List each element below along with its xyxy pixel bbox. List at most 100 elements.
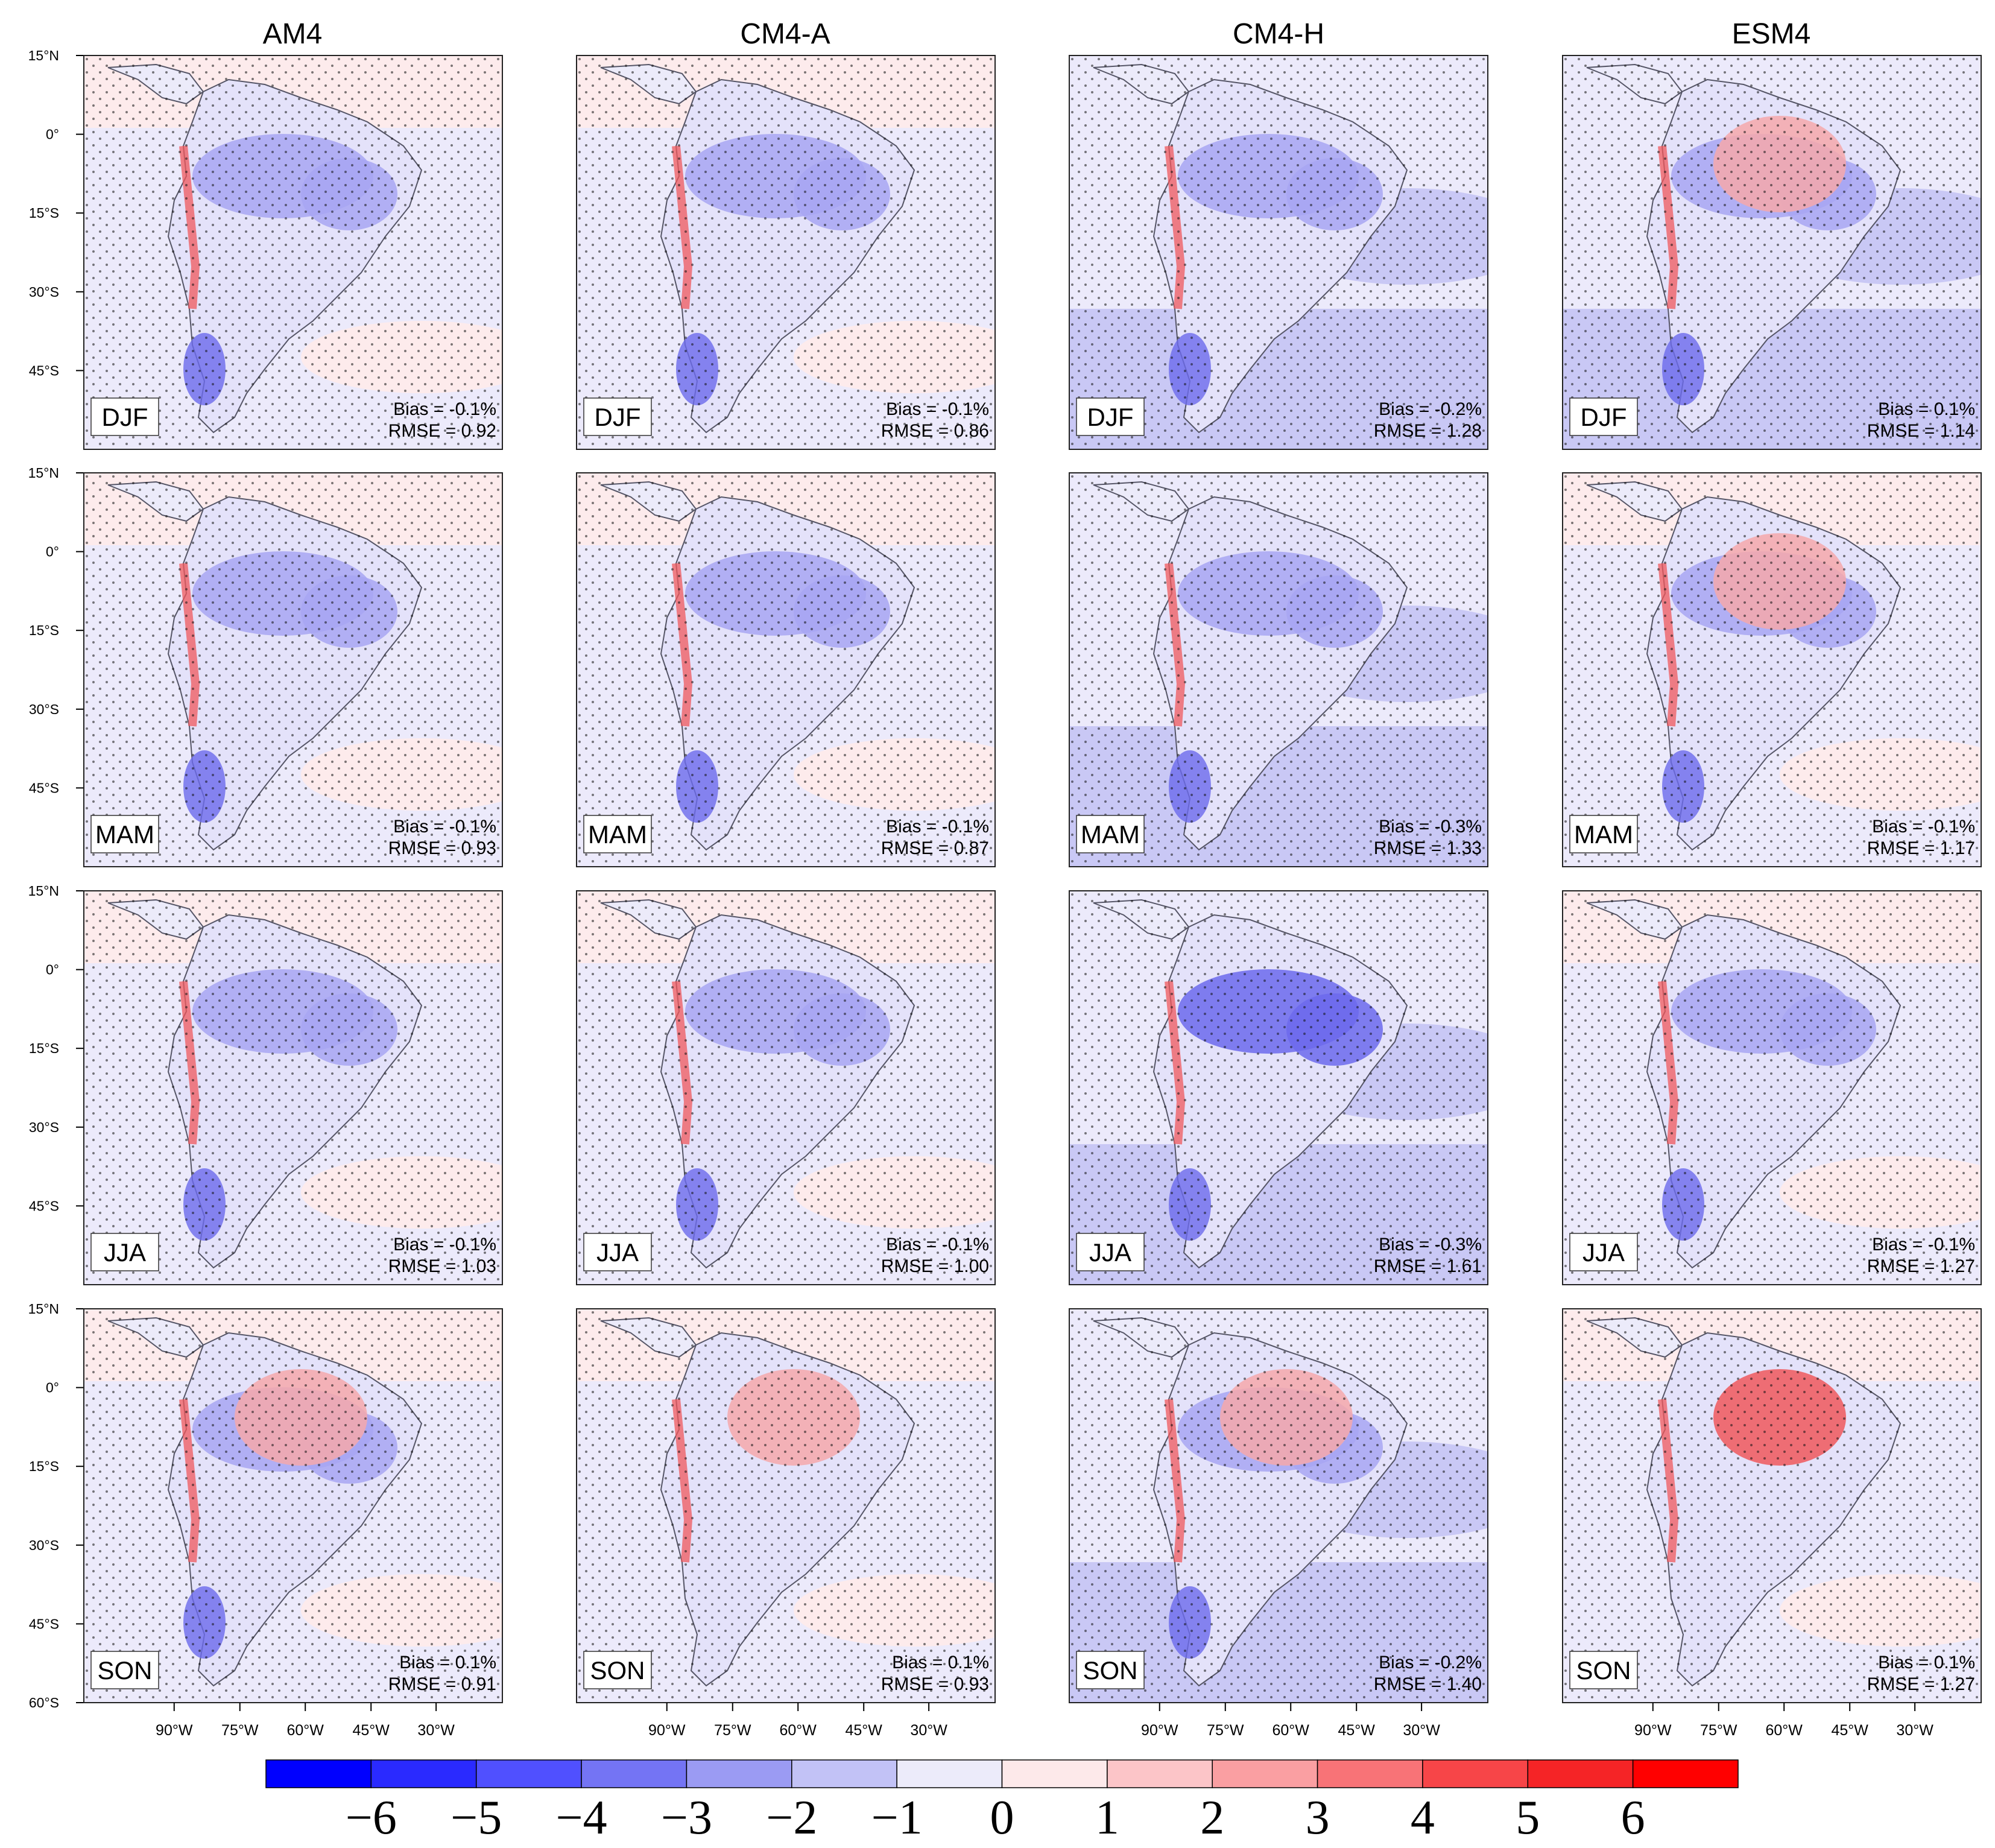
panel-map	[577, 891, 995, 1285]
season-label: JJA	[1089, 1238, 1131, 1267]
bias-stat: Bias = 0.1%	[399, 1653, 496, 1672]
season-label-box	[1569, 1651, 1638, 1689]
colorbar-labels: −6 −5 −4 −3 −2 −1 0 1 2 3 4 5 6	[346, 1791, 1645, 1844]
colorbar-box	[1001, 1759, 1108, 1788]
panel-map	[577, 1309, 995, 1703]
panel-frame	[1562, 472, 1982, 867]
bias-stat: Bias = -0.1%	[1872, 1235, 1975, 1255]
rmse-stat: RMSE = 0.92	[388, 421, 496, 441]
significance-stipple	[84, 473, 502, 867]
season-label-box	[1076, 1233, 1145, 1271]
season-label: JJA	[1582, 1238, 1625, 1267]
panel-map	[577, 55, 995, 449]
season-label-box	[1076, 397, 1145, 436]
lon-tick-label: 30°W	[910, 1722, 947, 1739]
panel-r3-c0: SON Bias = 0.1% RMSE = 0.91	[83, 1308, 503, 1703]
lon-tick-label: 30°W	[1896, 1722, 1933, 1739]
bias-stat: Bias = -0.3%	[1379, 817, 1482, 837]
significance-stipple	[84, 1309, 502, 1703]
panel-frame	[1562, 890, 1982, 1285]
lon-tick-label: 30°W	[417, 1722, 455, 1739]
season-label-box	[583, 1233, 652, 1271]
rmse-stat: RMSE = 1.27	[1867, 1256, 1975, 1276]
panel-frame	[1069, 472, 1488, 867]
significance-stipple	[577, 891, 995, 1285]
season-label: DJF	[1581, 403, 1627, 431]
lat-tick-label: 30°S	[29, 1119, 59, 1135]
lat-tick-label: 15°N	[28, 465, 59, 481]
panel-r0-c3: DJF Bias = 0.1%RMSE = 1.14	[1562, 55, 1982, 450]
lat-tick-label: 0°	[46, 1380, 59, 1396]
colorbar-tick-label: −5	[451, 1791, 502, 1844]
rmse-stat: RMSE = 0.86	[881, 421, 989, 441]
lon-tick-label: 75°W	[1700, 1722, 1737, 1739]
significance-stipple	[1563, 55, 1981, 449]
lat-tick-label: 45°S	[29, 780, 59, 796]
colorbar-box	[686, 1759, 792, 1788]
panel-map	[1563, 473, 1981, 867]
season-label-box	[1569, 1233, 1638, 1271]
significance-stipple	[84, 891, 502, 1285]
lon-tick-label: 45°W	[846, 1722, 883, 1739]
lat-tick-label: 15°N	[28, 883, 59, 899]
season-label: SON	[97, 1656, 152, 1685]
panel-r0-c0: DJF Bias = -0.1%RMSE = 0.92	[83, 55, 503, 450]
panel-r2-c1: JJA Bias = -0.1%RMSE = 1.00	[576, 890, 996, 1285]
panel-map	[1563, 1309, 1981, 1703]
longitude-axes: 90°W 75°W 60°W 45°W 30°W 90°W 75°W 60°W 45°W 30°W…	[156, 1703, 1933, 1739]
significance-stipple	[577, 473, 995, 867]
bias-stat: Bias = -0.1%	[886, 1235, 989, 1255]
panel-r0-c1: DJF Bias = -0.1%RMSE = 0.86	[576, 55, 996, 450]
season-label-box	[583, 397, 652, 436]
significance-stipple	[1563, 473, 1981, 867]
rmse-stat: RMSE = 1.03	[388, 1256, 496, 1276]
significance-stipple	[1069, 891, 1488, 1285]
lat-tick-label: 15°S	[29, 205, 59, 221]
panel-frame	[1562, 55, 1982, 450]
colorbar-box	[370, 1759, 477, 1788]
lon-tick-label: 30°W	[1403, 1722, 1440, 1739]
colorbar-tick-label: 2	[1200, 1791, 1224, 1844]
lat-tick-label: 45°S	[29, 1616, 59, 1631]
lat-tick-label: 0°	[46, 962, 59, 978]
bias-stat: Bias = -0.1%	[393, 399, 496, 419]
column-title-esm4: ESM4	[1732, 18, 1811, 50]
colorbar: −6 −5 −4 −3 −2 −1 0 1 2 3 4 5 6	[265, 1759, 1739, 1844]
bias-stat: Bias = -0.3%	[1379, 1235, 1482, 1255]
significance-stipple	[577, 55, 995, 449]
significance-stipple	[577, 1309, 995, 1703]
rmse-stat: RMSE = 0.87	[881, 838, 989, 858]
colorbar-tick-label: 4	[1411, 1791, 1435, 1844]
colorbar-box	[791, 1759, 897, 1788]
panel-r1-c1: MAM Bias = -0.1%RMSE = 0.87	[576, 472, 996, 867]
panel-frame	[1069, 1308, 1488, 1703]
bias-stat: Bias = 0.1%	[892, 1653, 989, 1672]
colorbar-tick-label: 5	[1516, 1791, 1540, 1844]
lat-tick-label: 15°N	[28, 48, 59, 63]
panel-r1-c0: MAM Bias = -0.1%RMSE = 0.93	[83, 472, 503, 867]
lat-tick-label: 30°S	[29, 284, 59, 300]
latitude-axis-labels: 15°N 0° 15°S 30°S 45°S 15°N 0° 15°S 30°S 45°S 15°N…	[28, 48, 84, 1710]
season-label-box	[90, 1651, 159, 1689]
colorbar-tick-label: 3	[1306, 1791, 1330, 1844]
season-label: JJA	[596, 1238, 639, 1267]
colorbar-box	[896, 1759, 1003, 1788]
lon-tick-label: 90°W	[156, 1722, 193, 1739]
panel-frame	[83, 55, 503, 450]
bias-stat: Bias = -0.2%	[1379, 399, 1482, 419]
colorbar-box	[1527, 1759, 1634, 1788]
colorbar-tick-label: 0	[990, 1791, 1014, 1844]
colorbar-box	[475, 1759, 582, 1788]
lon-tick-label: 60°W	[1766, 1722, 1803, 1739]
lat-tick-label: 30°S	[29, 1537, 59, 1553]
significance-stipple	[1069, 1309, 1488, 1703]
season-label: DJF	[595, 403, 641, 431]
panel-map	[84, 473, 502, 867]
rmse-stat: RMSE = 0.93	[388, 838, 496, 858]
season-label: MAM	[588, 820, 647, 849]
panel-frame	[1562, 1308, 1982, 1703]
panel-map	[577, 473, 995, 867]
lon-tick-label: 45°W	[1338, 1722, 1376, 1739]
bias-stat: Bias = -0.1%	[393, 817, 496, 837]
panel-map	[1069, 473, 1488, 867]
